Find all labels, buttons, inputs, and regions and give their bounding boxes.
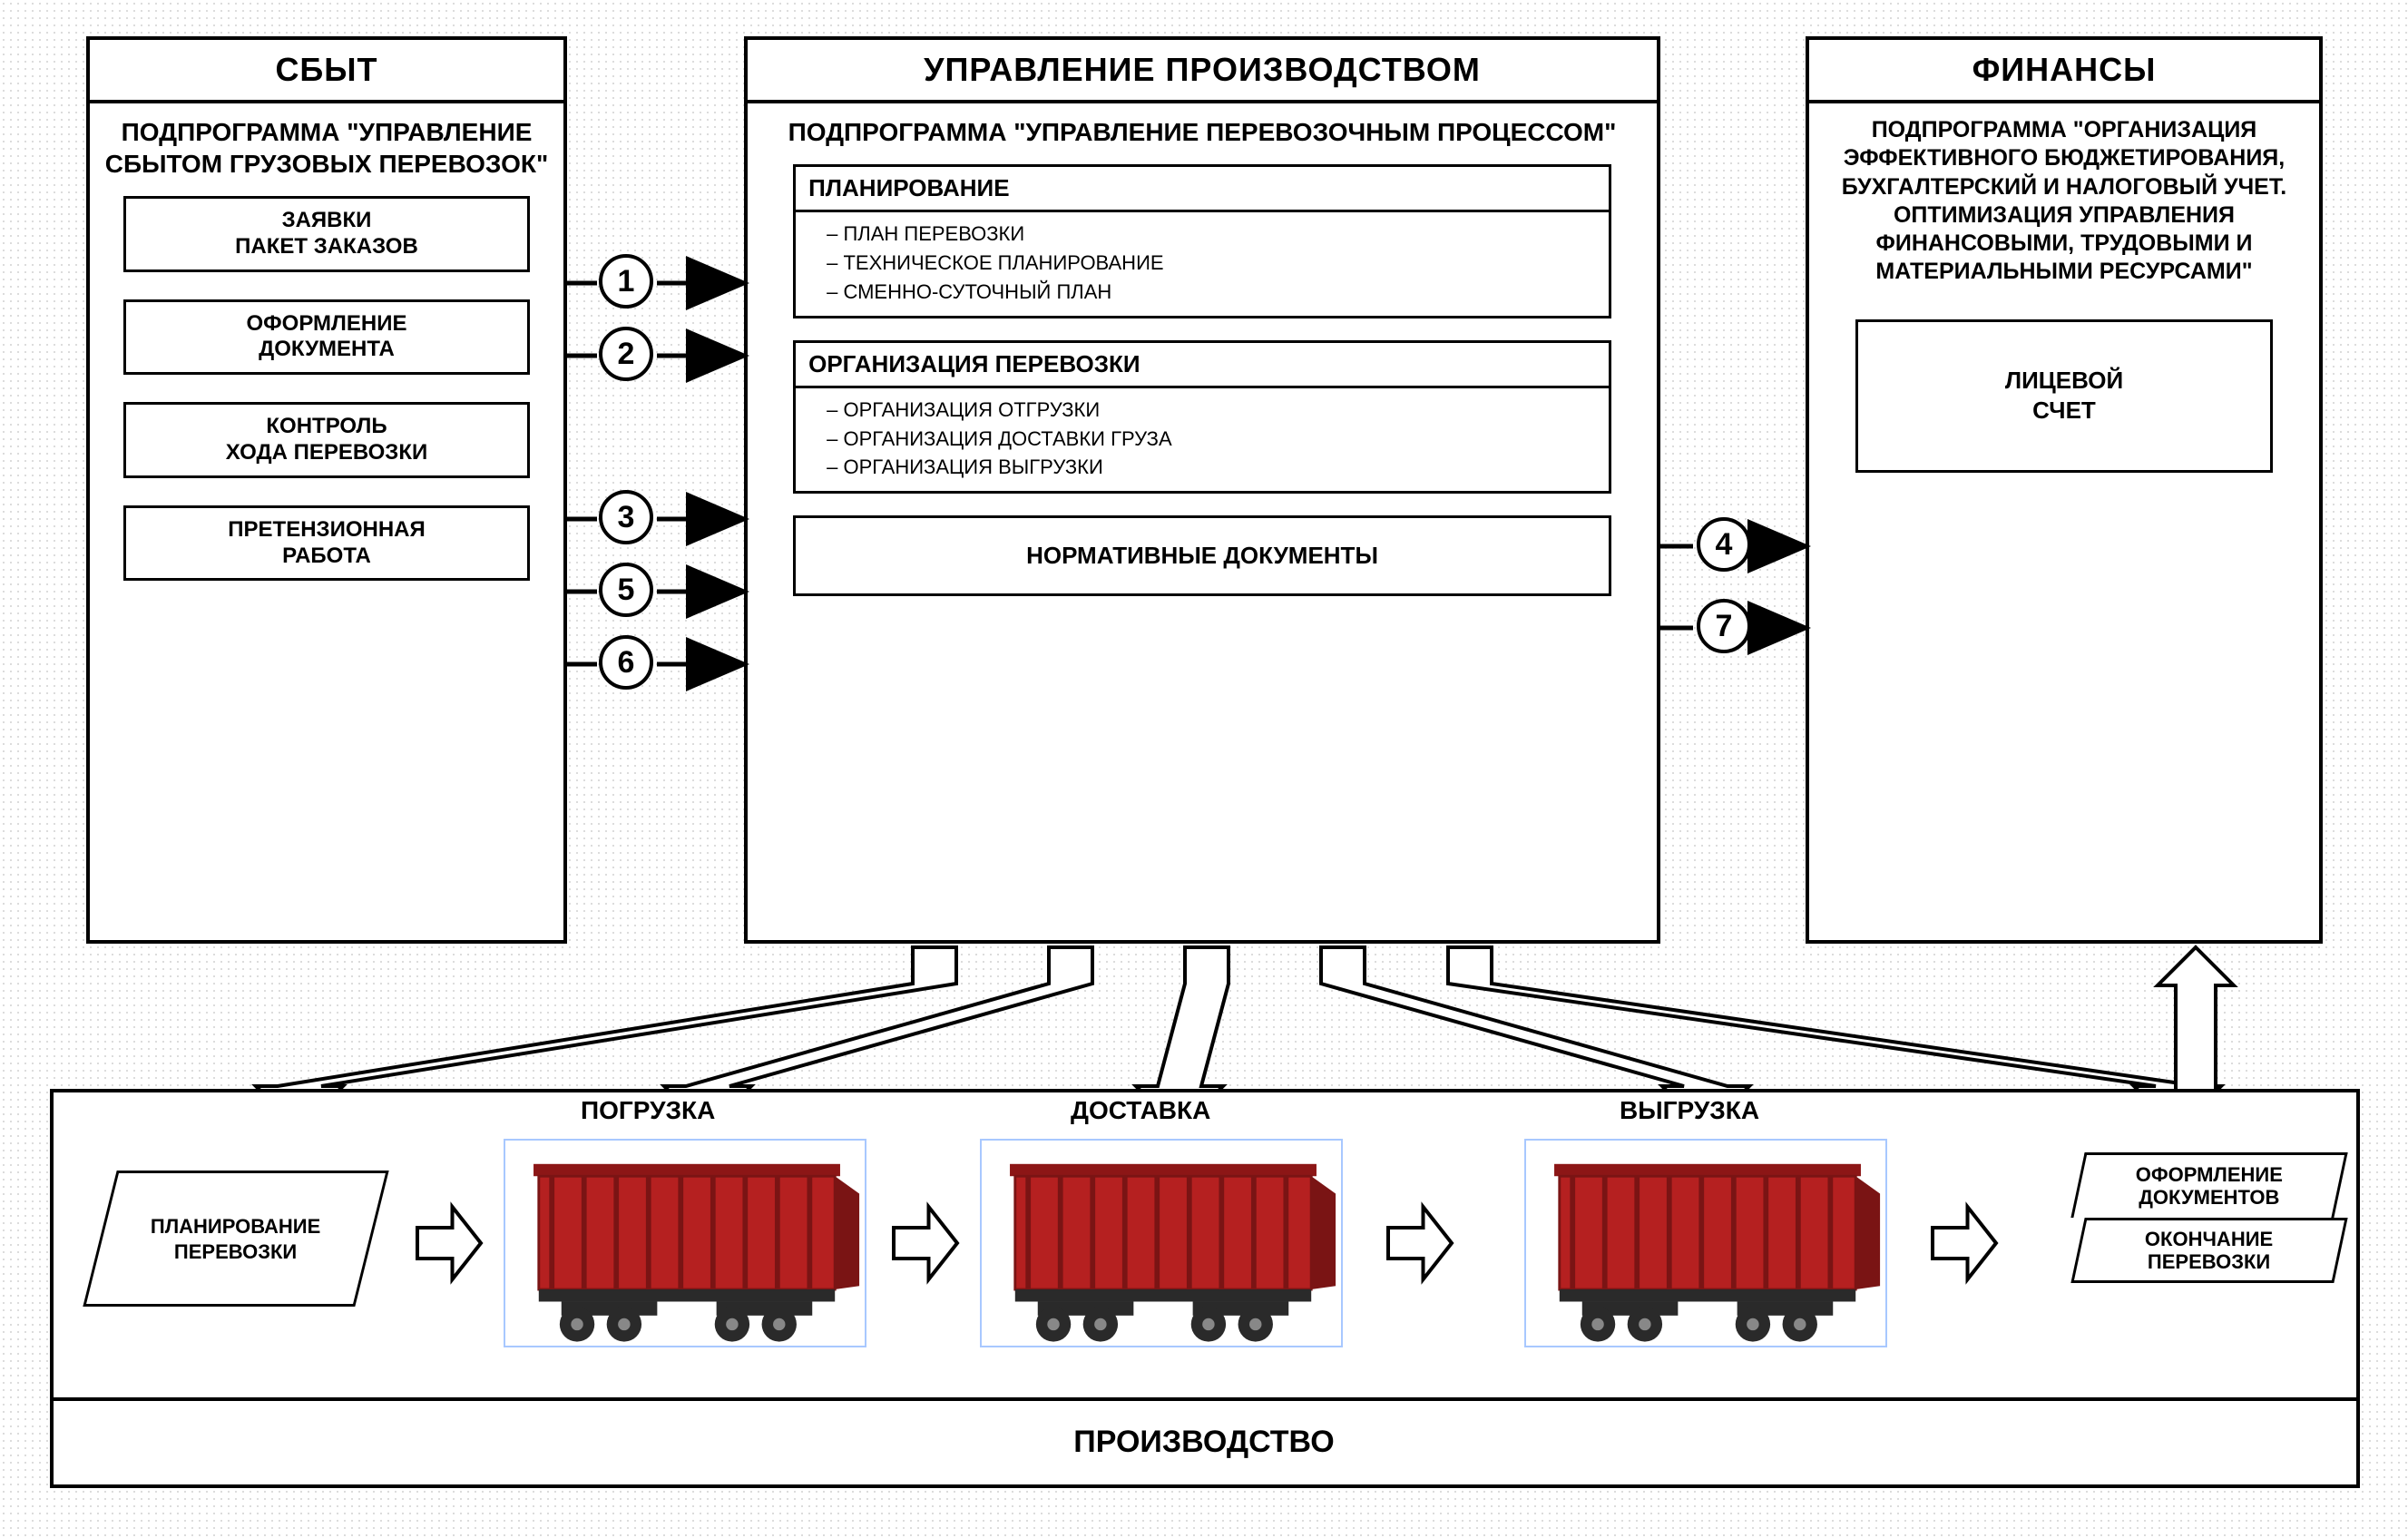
doc-stack-bot: ОКОНЧАНИЕПЕРЕВОЗКИ (2070, 1218, 2347, 1283)
production-divider (50, 1397, 2360, 1401)
stage-arrows-layer (0, 0, 2408, 1538)
doc-stack-top: ОФОРМЛЕНИЕДОКУМЕНТОВ (2070, 1152, 2347, 1218)
diagram-root: СБЫТ ПОДПРОГРАММА "УПРАВЛЕНИЕ СБЫТОМ ГРУ… (0, 0, 2408, 1538)
doc-stack: ОФОРМЛЕНИЕДОКУМЕНТОВ ОКОНЧАНИЕПЕРЕВОЗКИ (2078, 1152, 2341, 1283)
production-title: ПРОИЗВОДСТВО (0, 1425, 2408, 1460)
